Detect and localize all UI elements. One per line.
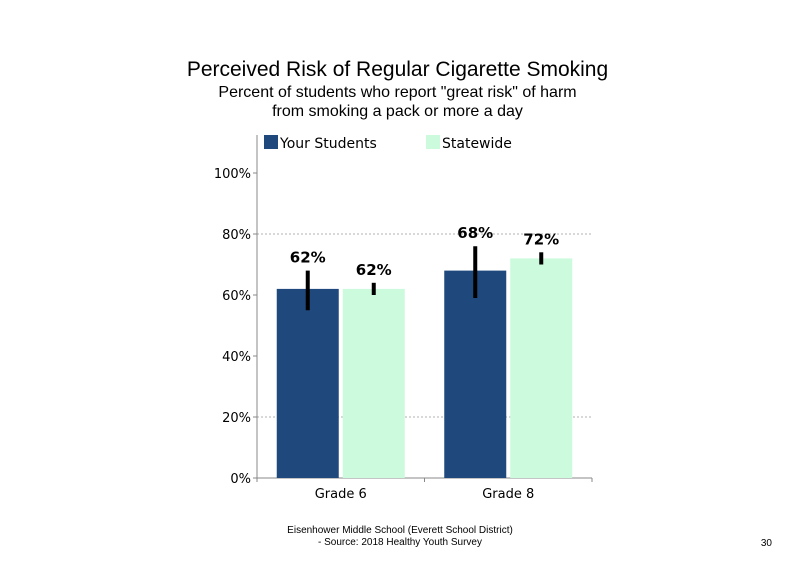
bar-your-students	[444, 270, 507, 478]
data-label: 72%	[523, 230, 559, 248]
y-tick-label: 40%	[222, 350, 251, 365]
bar-your-students	[276, 288, 339, 478]
legend: Your Students Statewide	[264, 135, 512, 152]
subtitle-line-1: Percent of students who report "great ri…	[218, 84, 577, 101]
legend-label: Statewide	[442, 136, 512, 152]
y-tick-label: 60%	[222, 289, 251, 304]
data-labels: 62% 62% 68% 72%	[290, 224, 559, 279]
axes: 0% 20% 40% 60% 80% 100% Grade 6 Grade 8	[214, 135, 593, 502]
bar-statewide	[342, 288, 405, 478]
page-number: 30	[760, 538, 772, 549]
subtitle-line-2: from smoking a pack or more a day	[272, 103, 523, 120]
chart-subtitle: Percent of students who report "great ri…	[0, 83, 795, 121]
y-tick-label: 100%	[214, 167, 251, 182]
chart-title: Perceived Risk of Regular Cigarette Smok…	[186, 58, 609, 81]
data-label: 62%	[356, 261, 392, 279]
y-tick-label: 0%	[230, 472, 251, 487]
footer-source: Eisenhower Middle School (Everett School…	[240, 525, 560, 549]
data-label: 68%	[457, 224, 493, 242]
legend-swatch	[426, 135, 440, 149]
x-category-label: Grade 6	[315, 487, 367, 502]
x-category-label: Grade 8	[482, 487, 534, 502]
bars	[276, 258, 573, 478]
legend-swatch	[264, 135, 278, 149]
footer-line-1: Eisenhower Middle School (Everett School…	[287, 525, 513, 536]
error-bars	[305, 246, 544, 311]
data-label: 62%	[290, 249, 326, 267]
footer-line-2: - Source: 2018 Healthy Youth Survey	[318, 537, 482, 548]
legend-label: Your Students	[279, 136, 377, 152]
bar-statewide	[510, 258, 573, 478]
y-tick-label: 80%	[222, 228, 251, 243]
y-tick-label: 20%	[222, 411, 251, 426]
